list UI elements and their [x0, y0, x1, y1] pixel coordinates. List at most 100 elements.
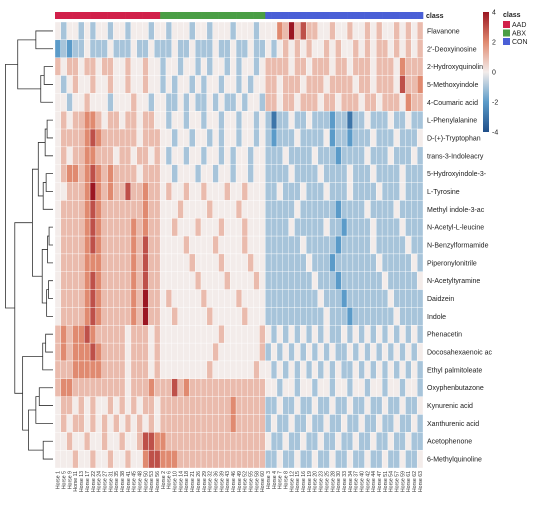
heatmap-cell [224, 414, 231, 433]
heatmap-cell [317, 325, 324, 344]
class-bar-cell [236, 12, 243, 19]
heatmap-cell [224, 75, 231, 94]
heatmap-cell [101, 449, 108, 469]
heatmap-cell [253, 342, 260, 362]
heatmap-cell [124, 182, 132, 201]
heatmap-cell [358, 57, 365, 76]
heatmap-cell [171, 378, 178, 397]
heatmap-cell [72, 307, 79, 326]
heatmap-cell [253, 325, 260, 344]
heatmap-cell [60, 396, 67, 415]
heatmap-cell [399, 360, 406, 379]
heatmap-cell [370, 325, 377, 344]
heatmap-cell [311, 271, 319, 290]
heatmap-cell [405, 414, 412, 433]
heatmap-cell [95, 271, 102, 290]
heatmap-cell [206, 164, 213, 183]
heatmap-cell [276, 182, 283, 201]
class-bar-cell [387, 12, 395, 19]
row-label: D-(+)-Tryptophan [427, 135, 481, 142]
heatmap-cell [253, 378, 260, 397]
heatmap-cell [130, 414, 137, 433]
heatmap-cell [183, 182, 190, 201]
heatmap-cell [265, 39, 272, 58]
heatmap-cell [159, 75, 167, 94]
heatmap-cell [177, 146, 184, 165]
heatmap-cell [89, 271, 97, 290]
column-label: Horse 32 [208, 471, 214, 492]
heatmap-cell [218, 307, 225, 326]
heatmap-cell [183, 128, 190, 148]
heatmap-cell [235, 182, 243, 201]
heatmap-cell [183, 378, 190, 397]
heatmap-cell [200, 57, 208, 76]
heatmap-cell [130, 253, 137, 272]
heatmap-cell [154, 39, 161, 58]
heatmap-cell [270, 396, 278, 415]
heatmap-cell [305, 75, 313, 94]
heatmap-cell [54, 57, 62, 76]
heatmap-cell [411, 128, 418, 148]
heatmap-cell [95, 39, 102, 58]
heatmap-cell [370, 21, 377, 41]
heatmap-cell [171, 164, 178, 183]
heatmap-cell [72, 271, 79, 290]
heatmap-cell [265, 449, 272, 469]
heatmap-cell [241, 432, 248, 451]
column-label: Horse 21 [190, 471, 196, 492]
class-bar-cell [393, 12, 400, 19]
heatmap-cell [376, 93, 383, 112]
heatmap-cell [265, 235, 272, 255]
column-labels: Horse 1 Horse 5 Horse 9 Horse 11 Horse 13 Hor… [56, 471, 424, 492]
heatmap-cell [317, 378, 324, 397]
heatmap-cell [346, 75, 354, 94]
class-bar-label: class [426, 13, 444, 20]
heatmap-cell [253, 360, 260, 379]
heatmap-cell [189, 39, 196, 58]
heatmap-cell [241, 289, 248, 308]
heatmap-cell [358, 21, 365, 41]
heatmap-cell [130, 182, 137, 201]
column-label: Horse 15 [295, 471, 301, 492]
heatmap-cell [66, 342, 73, 362]
heatmap-cell [311, 146, 319, 165]
heatmap-cell [341, 182, 348, 201]
heatmap-cell [142, 342, 149, 362]
heatmap-cell [370, 93, 377, 112]
column-label: Horse 3 [266, 471, 272, 489]
heatmap-cell [305, 325, 313, 344]
heatmap-cell [253, 182, 260, 201]
heatmap-cell [218, 342, 225, 362]
heatmap-cell [317, 360, 324, 379]
class-bar-cell [189, 12, 196, 19]
heatmap-cell [171, 218, 178, 237]
heatmap-cell [364, 325, 371, 344]
heatmap-cell [346, 289, 354, 308]
heatmap-cell [288, 128, 295, 148]
heatmap-cell [399, 449, 406, 469]
heatmap-cell [276, 111, 283, 130]
heatmap-cell [206, 253, 213, 272]
heatmap-cell [89, 182, 97, 201]
heatmap-cell [136, 396, 143, 415]
heatmap-cell [107, 146, 114, 165]
heatmap-cell [212, 39, 219, 58]
heatmap-cell [411, 432, 418, 451]
heatmap-cell [288, 146, 295, 165]
heatmap-cell [177, 325, 184, 344]
heatmap-cell [411, 325, 418, 344]
heatmap-cell [136, 235, 143, 255]
heatmap-cell [352, 271, 359, 290]
heatmap-cell [276, 164, 283, 183]
heatmap-cell [393, 253, 400, 272]
heatmap-cell [60, 449, 67, 469]
heatmap-cell [148, 449, 155, 469]
heatmap-cell [376, 111, 383, 130]
heatmap-cell [381, 396, 389, 415]
heatmap-cell [195, 396, 202, 415]
heatmap-cell [253, 289, 260, 308]
heatmap-cell [206, 414, 213, 433]
heatmap-cell [107, 342, 114, 362]
heatmap-cell [259, 271, 266, 290]
class-bar-cell [411, 12, 418, 19]
